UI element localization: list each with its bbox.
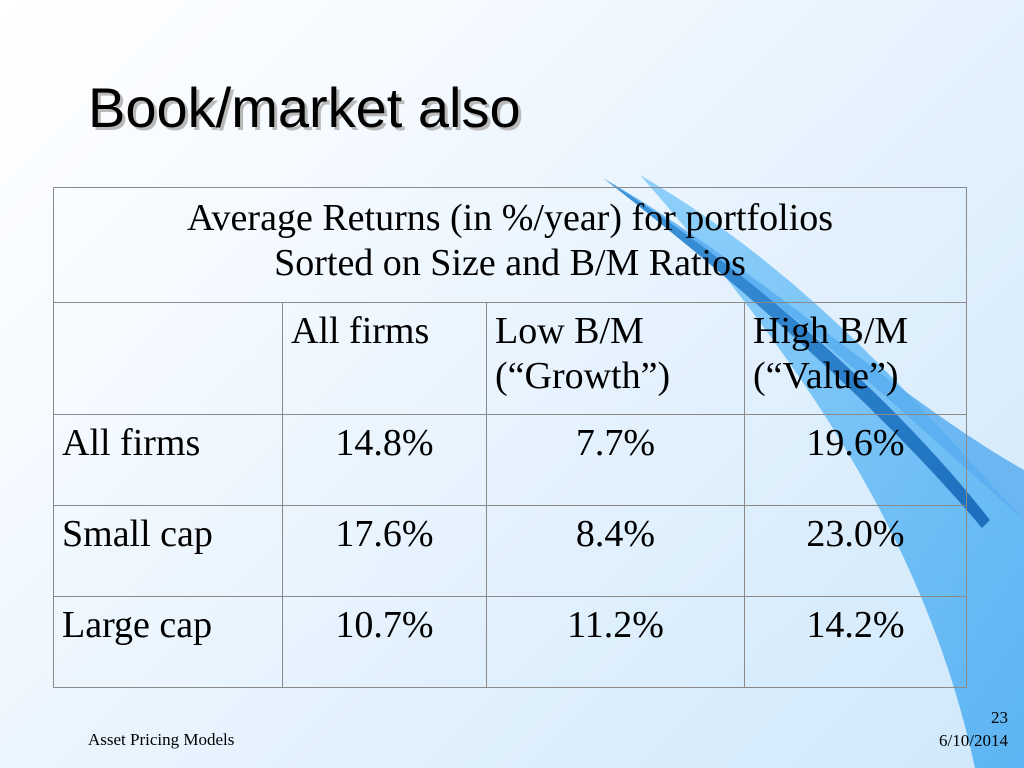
page-title: Book/market also [88, 76, 521, 139]
column-header-high-bm: High B/M (“Value”) [743, 302, 968, 415]
table-cell: 10.7% [282, 596, 487, 688]
table-caption: Average Returns (in %/year) for portfoli… [52, 187, 968, 303]
table-caption-line-1: Average Returns (in %/year) for portfoli… [186, 197, 834, 239]
column-header-low-bm: Low B/M (“Growth”) [486, 302, 745, 415]
table-row: Small cap 17.6% 8.4% 23.0% [53, 505, 968, 597]
slide-date: 6/10/2014 [939, 730, 1008, 750]
returns-table: Average Returns (in %/year) for portfoli… [52, 187, 968, 688]
table-cell: 14.8% [282, 414, 487, 506]
table-cell: 19.6% [743, 414, 968, 506]
table-cell: 8.4% [486, 505, 745, 597]
footer-page-info: 23 6/10/2014 [939, 707, 1008, 753]
table-cell: 23.0% [743, 505, 968, 597]
table-caption-row: Average Returns (in %/year) for portfoli… [52, 187, 968, 303]
row-label-large-cap: Large cap [53, 596, 283, 688]
table-row: All firms 14.8% 7.7% 19.6% [53, 414, 968, 506]
table-row: Large cap 10.7% 11.2% 14.2% [53, 596, 968, 688]
page-number: 23 [991, 708, 1008, 727]
column-header-all-firms: All firms [282, 302, 487, 415]
table-cell: 14.2% [743, 596, 968, 688]
table-caption-line-2: Sorted on Size and B/M Ratios [274, 241, 746, 284]
row-label-all-firms: All firms [53, 414, 283, 506]
column-header-empty [53, 302, 283, 415]
row-label-small-cap: Small cap [53, 505, 283, 597]
table-cell: 11.2% [486, 596, 745, 688]
table-header-row: All firms Low B/M (“Growth”) High B/M (“… [53, 302, 968, 415]
table-cell: 7.7% [486, 414, 745, 506]
table-cell: 17.6% [282, 505, 487, 597]
footer-course-name: Asset Pricing Models [88, 730, 235, 749]
